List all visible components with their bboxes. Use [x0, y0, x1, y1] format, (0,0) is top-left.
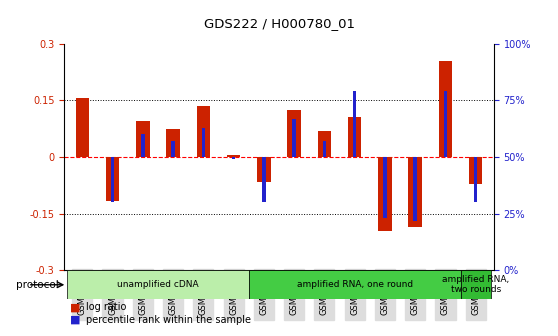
Bar — [262, 157, 266, 202]
Bar — [353, 91, 357, 157]
Bar — [136, 121, 150, 157]
Text: ■: ■ — [70, 315, 80, 325]
Bar — [201, 128, 205, 157]
Bar — [323, 141, 326, 157]
Bar — [232, 157, 235, 159]
Bar — [171, 141, 175, 157]
Bar — [292, 119, 296, 157]
Bar — [348, 117, 362, 157]
Bar — [106, 157, 119, 201]
Bar — [444, 91, 447, 157]
Bar — [141, 134, 145, 157]
Text: unamplified cDNA: unamplified cDNA — [117, 280, 199, 289]
Bar — [249, 270, 460, 299]
Bar — [460, 270, 491, 299]
Text: amplified RNA,
two rounds: amplified RNA, two rounds — [442, 275, 509, 294]
Bar — [318, 131, 331, 157]
Bar — [383, 157, 387, 218]
Bar — [196, 106, 210, 157]
Bar — [166, 129, 180, 157]
Bar — [67, 270, 249, 299]
Bar — [413, 157, 417, 221]
Bar — [474, 157, 478, 202]
Bar — [439, 61, 452, 157]
Bar — [227, 155, 240, 157]
Bar — [75, 98, 89, 157]
Text: protocol: protocol — [16, 280, 59, 290]
Text: percentile rank within the sample: percentile rank within the sample — [86, 315, 252, 325]
Bar — [469, 157, 483, 183]
Text: amplified RNA, one round: amplified RNA, one round — [297, 280, 413, 289]
Bar — [111, 157, 114, 202]
Text: log ratio: log ratio — [86, 302, 127, 312]
Text: GDS222 / H000780_01: GDS222 / H000780_01 — [204, 17, 354, 30]
Bar — [257, 157, 271, 182]
Bar — [287, 110, 301, 157]
Bar — [378, 157, 392, 231]
Text: ■: ■ — [70, 302, 80, 312]
Bar — [408, 157, 422, 227]
